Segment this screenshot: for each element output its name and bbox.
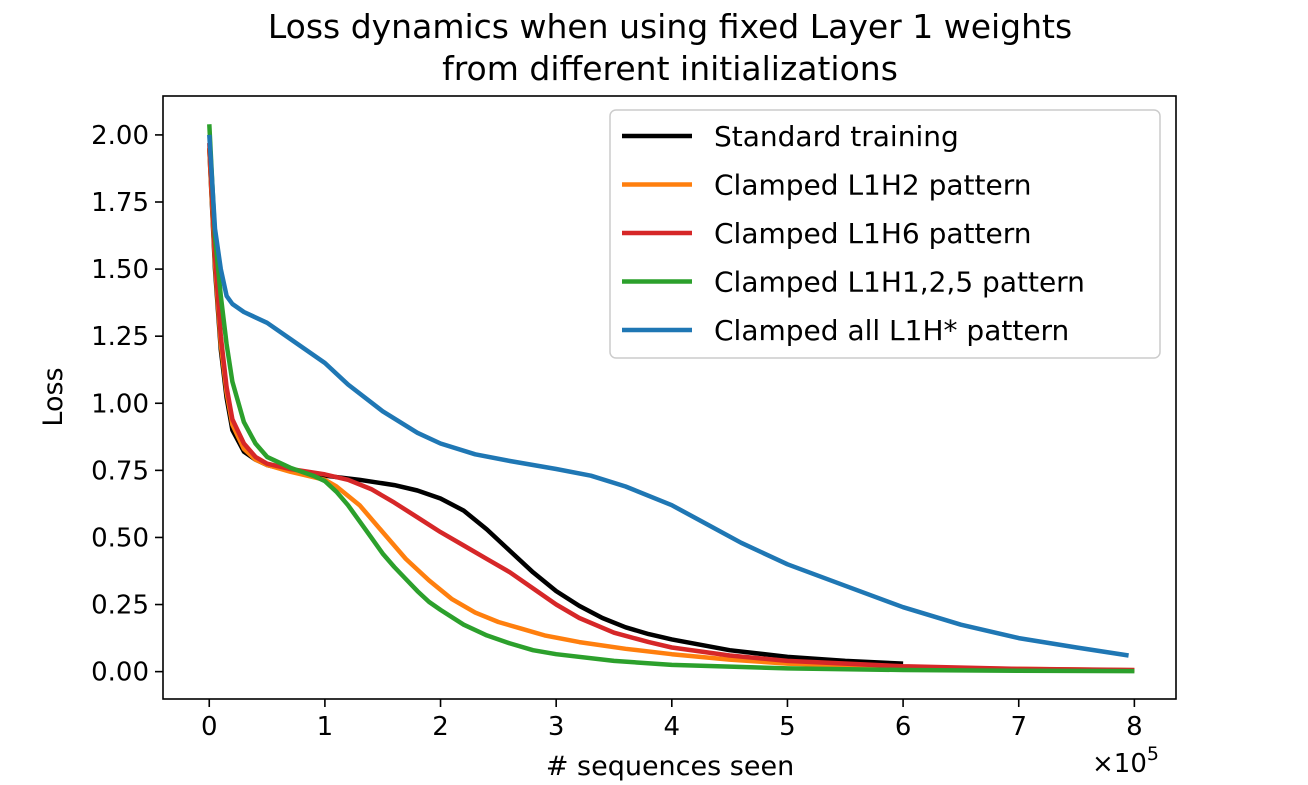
x-tick-label: 8 [1126,712,1143,742]
x-tick-label: 4 [664,712,681,742]
x-axis-scale-exponent: 5 [1147,743,1159,765]
legend-label: Clamped all L1H* pattern [714,314,1069,347]
y-tick-label: 0.25 [91,591,149,621]
y-tick-label: 0.75 [91,456,149,486]
y-tick-label: 1.00 [91,389,149,419]
y-tick-label: 0.00 [91,658,149,688]
chart-title-line-1: Loss dynamics when using fixed Layer 1 w… [268,7,1072,46]
x-tick-label: 1 [317,712,334,742]
x-axis-ticks: 0 1 2 3 4 5 6 7 8 [201,699,1143,742]
x-axis-scale-label: ×105 [1092,743,1159,779]
x-tick-label: 5 [779,712,796,742]
series-line-5 [207,134,1129,658]
x-tick-label: 2 [432,712,449,742]
y-tick-label: 1.25 [91,322,149,352]
legend-label: Standard training [714,120,959,153]
legend-box [609,109,1161,359]
series-line-4 [207,124,1135,674]
x-tick-label: 7 [1010,712,1027,742]
y-axis-label: Loss [38,367,69,426]
series-line-2 [207,148,1135,673]
plot-area [162,95,1177,700]
chart-title-line-2: from different initializations [442,49,898,88]
y-tick-label: 2.00 [91,121,149,151]
series-line-3 [207,142,1135,673]
y-tick-label: 1.50 [91,255,149,285]
legend-label: Clamped L1H2 pattern [714,169,1032,202]
x-axis-label: # sequences seen [546,751,794,782]
y-axis-ticks: 0.00 0.25 0.50 0.75 1.00 1.25 1.50 1.75 2.00 [91,121,163,688]
x-tick-label: 3 [548,712,565,742]
x-tick-label: 0 [201,712,218,742]
legend: Standard training Clamped L1H2 pattern Cla… [609,109,1161,359]
legend-label: Clamped L1H1,2,5 pattern [714,266,1085,299]
legend-label: Clamped L1H6 pattern [714,217,1032,250]
y-tick-label: 1.75 [91,188,149,218]
series-layer [207,124,1135,674]
y-tick-label: 0.50 [91,523,149,553]
x-tick-label: 6 [895,712,912,742]
x-axis-scale-base: ×10 [1092,749,1147,779]
